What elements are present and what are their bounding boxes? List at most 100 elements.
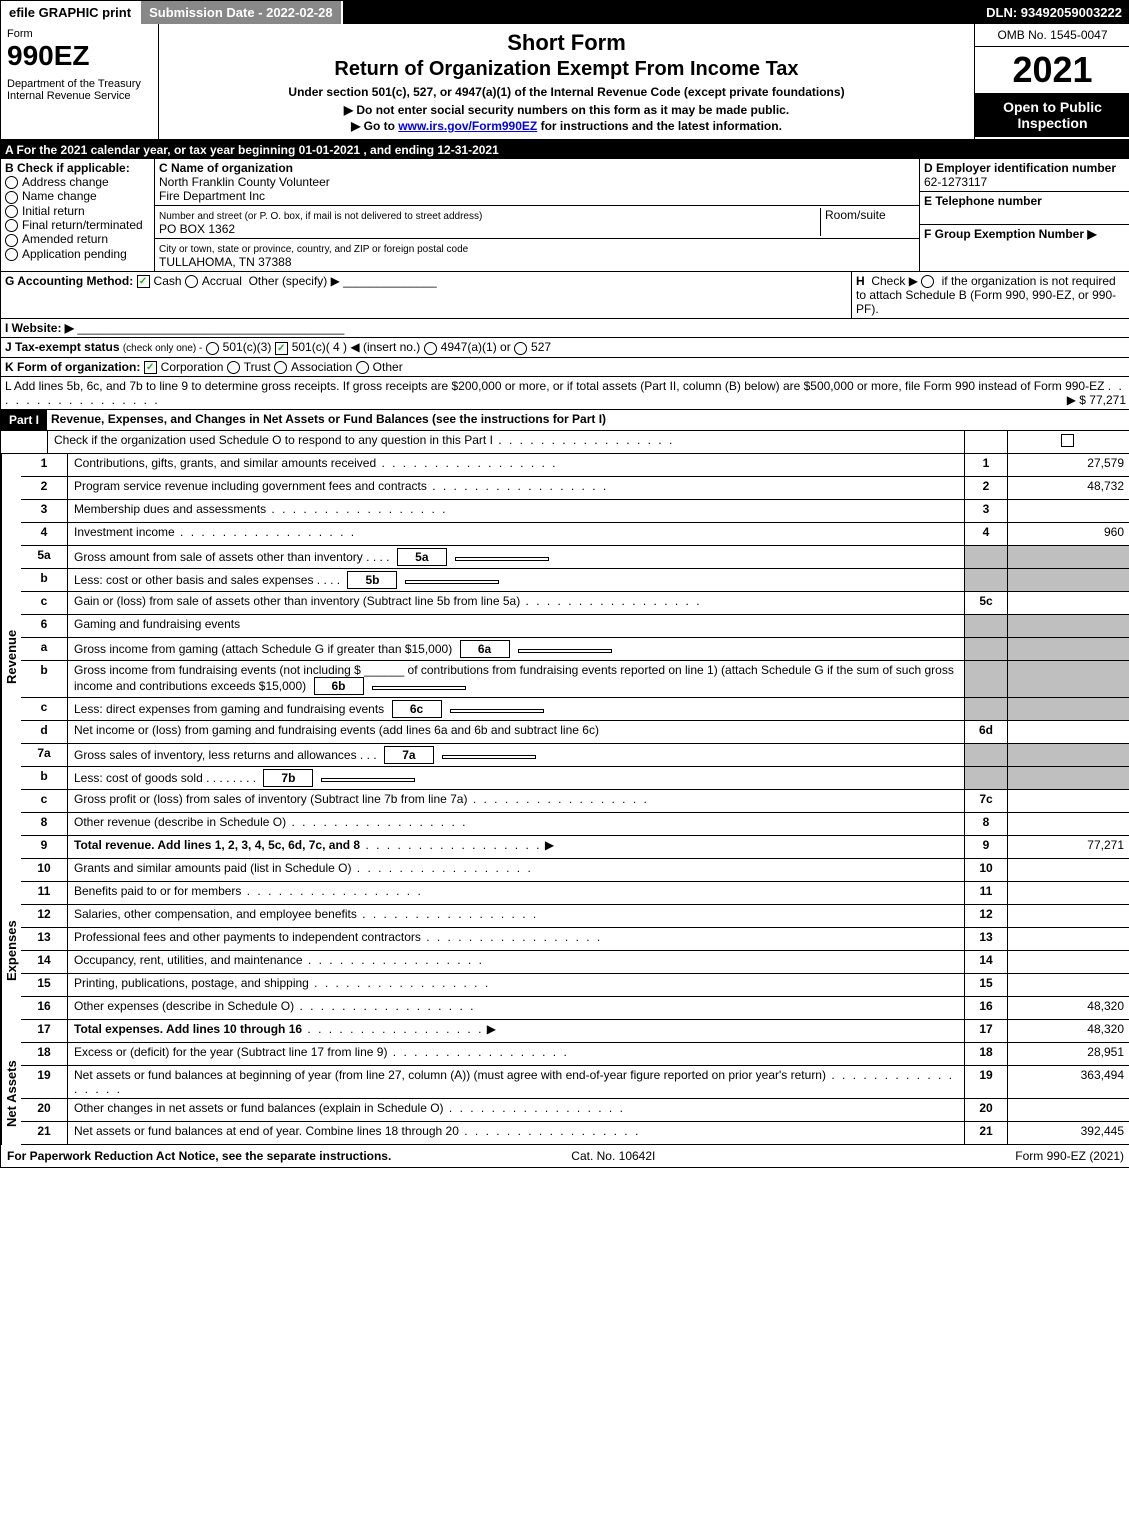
top-bar: efile GRAPHIC print Submission Date - 20… <box>1 1 1129 24</box>
cat-no: Cat. No. 10642I <box>571 1149 655 1163</box>
line-14: Occupancy, rent, utilities, and maintena… <box>68 951 964 973</box>
line-9: Total revenue. Add lines 1, 2, 3, 4, 5c,… <box>68 836 964 858</box>
g-label: G Accounting Method: <box>5 274 133 288</box>
check-address[interactable] <box>5 176 18 189</box>
line-15: Printing, publications, postage, and shi… <box>68 974 964 996</box>
line-7c: Gross profit or (loss) from sales of inv… <box>68 790 964 812</box>
check-cash[interactable] <box>137 275 150 288</box>
page-footer: For Paperwork Reduction Act Notice, see … <box>1 1145 1129 1167</box>
dln: DLN: 93492059003222 <box>978 1 1129 24</box>
j-label: J Tax-exempt status <box>5 340 120 354</box>
part1-heading: Revenue, Expenses, and Changes in Net As… <box>47 410 1129 430</box>
line-7a: Gross sales of inventory, less returns a… <box>68 744 964 766</box>
section-bcdef: B Check if applicable: Address change Na… <box>1 159 1129 272</box>
line-7b: Less: cost of goods sold . . . . . . . .… <box>68 767 964 789</box>
line-1: Contributions, gifts, grants, and simila… <box>68 454 964 476</box>
val-17: 48,320 <box>1007 1020 1129 1042</box>
instr-goto: ▶ Go to www.irs.gov/Form990EZ for instru… <box>169 119 964 133</box>
expenses-label: Expenses <box>1 859 21 1043</box>
revenue-label: Revenue <box>1 454 21 859</box>
check-amended[interactable] <box>5 234 18 247</box>
city-label: City or town, state or province, country… <box>159 244 468 255</box>
val-20 <box>1007 1099 1129 1121</box>
val-2: 48,732 <box>1007 477 1129 499</box>
check-accrual[interactable] <box>185 275 198 288</box>
check-assoc[interactable] <box>274 361 287 374</box>
k-label: K Form of organization: <box>5 360 140 374</box>
val-1: 27,579 <box>1007 454 1129 476</box>
section-a: A For the 2021 calendar year, or tax yea… <box>1 141 1129 159</box>
line-6b: Gross income from fundraising events (no… <box>68 661 964 697</box>
line-6a: Gross income from gaming (attach Schedul… <box>68 638 964 660</box>
city-value: TULLAHOMA, TN 37388 <box>159 255 292 269</box>
val-19: 363,494 <box>1007 1066 1129 1098</box>
dept-label: Department of the Treasury Internal Reve… <box>7 78 152 102</box>
line-19: Net assets or fund balances at beginning… <box>68 1066 964 1098</box>
under-section: Under section 501(c), 527, or 4947(a)(1)… <box>169 85 964 99</box>
form-ref: Form 990-EZ (2021) <box>1015 1149 1124 1163</box>
line-6d: Net income or (loss) from gaming and fun… <box>68 721 964 743</box>
line-16: Other expenses (describe in Schedule O) <box>68 997 964 1019</box>
check-501c3[interactable] <box>206 342 219 355</box>
net-assets-label: Net Assets <box>1 1043 21 1145</box>
line-2: Program service revenue including govern… <box>68 477 964 499</box>
val-21: 392,445 <box>1007 1122 1129 1144</box>
line-5a: Gross amount from sale of assets other t… <box>68 546 964 568</box>
addr-label: Number and street (or P. O. box, if mail… <box>159 211 482 222</box>
val-16: 48,320 <box>1007 997 1129 1019</box>
val-18: 28,951 <box>1007 1043 1129 1065</box>
form-number: 990EZ <box>7 40 152 72</box>
check-schedule-b[interactable] <box>921 275 934 288</box>
paperwork-notice: For Paperwork Reduction Act Notice, see … <box>7 1149 391 1163</box>
line-6c: Less: direct expenses from gaming and fu… <box>68 698 964 720</box>
check-name[interactable] <box>5 191 18 204</box>
org-name1: North Franklin County Volunteer <box>159 175 330 189</box>
line-18: Excess or (deficit) for the year (Subtra… <box>68 1043 964 1065</box>
line-20: Other changes in net assets or fund bala… <box>68 1099 964 1121</box>
val-5c <box>1007 592 1129 614</box>
val-14 <box>1007 951 1129 973</box>
check-4947[interactable] <box>424 342 437 355</box>
check-527[interactable] <box>514 342 527 355</box>
val-15 <box>1007 974 1129 996</box>
check-final[interactable] <box>5 219 18 232</box>
e-label: E Telephone number <box>924 194 1042 208</box>
org-name2: Fire Department Inc <box>159 189 265 203</box>
part1-check: Check if the organization used Schedule … <box>54 433 493 447</box>
check-other-org[interactable] <box>356 361 369 374</box>
h-label: H <box>856 274 865 288</box>
line-12: Salaries, other compensation, and employ… <box>68 905 964 927</box>
check-trust[interactable] <box>227 361 240 374</box>
line-6: Gaming and fundraising events <box>68 615 964 637</box>
addr-value: PO BOX 1362 <box>159 222 235 236</box>
form-header: Form 990EZ Department of the Treasury In… <box>1 24 1129 141</box>
instr-ssn: ▶ Do not enter social security numbers o… <box>169 103 964 117</box>
irs-link[interactable]: www.irs.gov/Form990EZ <box>398 119 537 133</box>
val-11 <box>1007 882 1129 904</box>
i-label: I Website: ▶ <box>5 321 74 335</box>
submission-date: Submission Date - 2022-02-28 <box>141 1 343 24</box>
check-schedule-o[interactable] <box>1061 434 1074 447</box>
val-6d <box>1007 721 1129 743</box>
line-8: Other revenue (describe in Schedule O) <box>68 813 964 835</box>
l-text: L Add lines 5b, 6c, and 7b to line 9 to … <box>5 379 1104 393</box>
b-label: B Check if applicable: <box>5 161 130 175</box>
check-corp[interactable] <box>144 361 157 374</box>
room-suite: Room/suite <box>820 208 915 236</box>
val-4: 960 <box>1007 523 1129 545</box>
check-pending[interactable] <box>5 248 18 261</box>
val-12 <box>1007 905 1129 927</box>
line-21: Net assets or fund balances at end of ye… <box>68 1122 964 1144</box>
line-4: Investment income <box>68 523 964 545</box>
check-initial[interactable] <box>5 205 18 218</box>
ein-value: 62-1273117 <box>924 175 987 189</box>
check-501c[interactable] <box>275 342 288 355</box>
efile-label[interactable]: efile GRAPHIC print <box>1 1 141 24</box>
c-label: C Name of organization <box>159 161 293 175</box>
title-return: Return of Organization Exempt From Incom… <box>169 58 964 81</box>
val-8 <box>1007 813 1129 835</box>
omb-number: OMB No. 1545-0047 <box>975 24 1129 47</box>
val-13 <box>1007 928 1129 950</box>
line-5c: Gain or (loss) from sale of assets other… <box>68 592 964 614</box>
line-10: Grants and similar amounts paid (list in… <box>68 859 964 881</box>
